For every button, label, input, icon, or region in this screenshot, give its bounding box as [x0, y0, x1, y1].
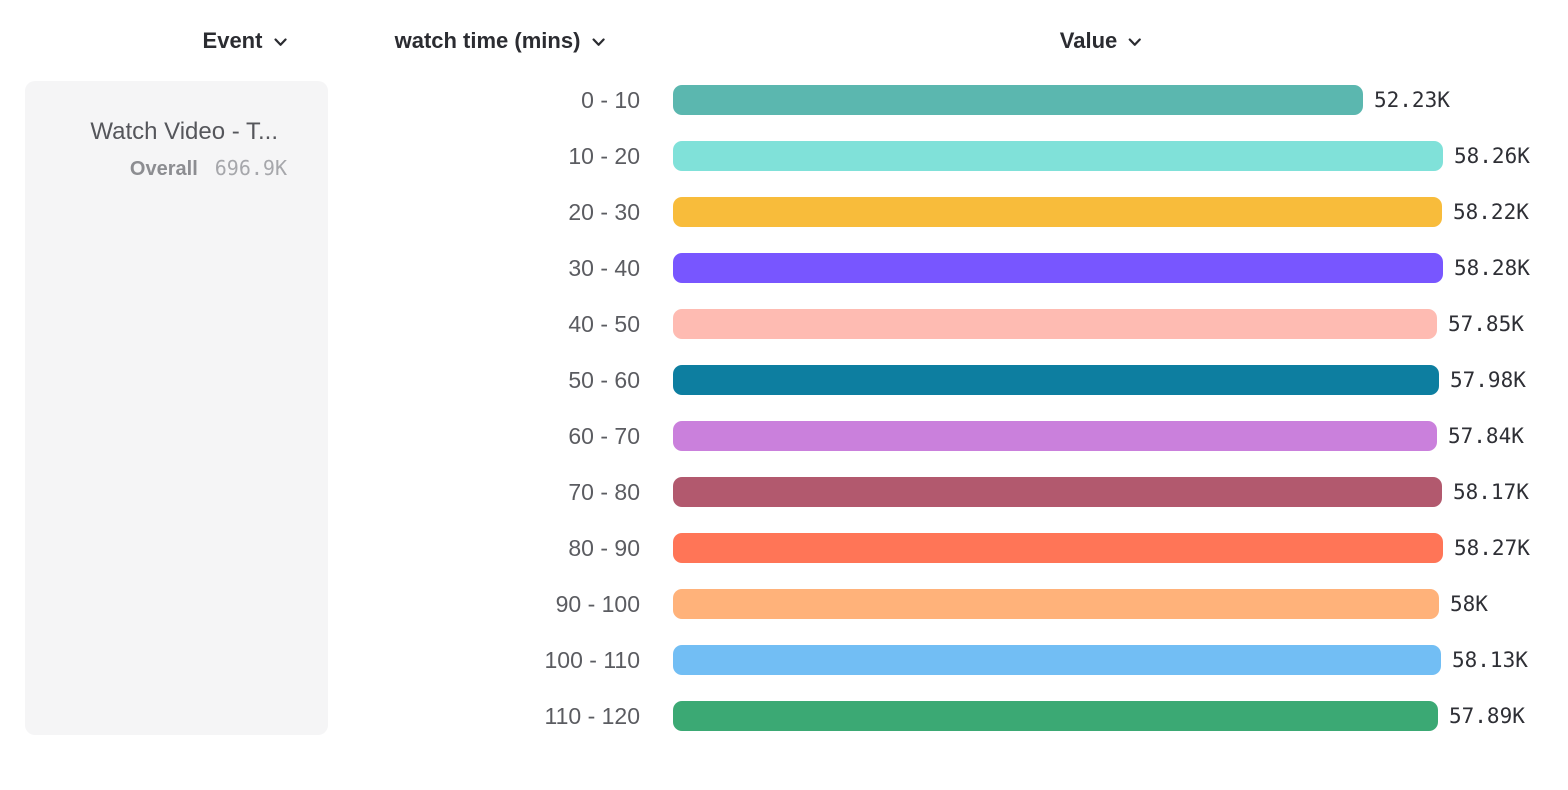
bar[interactable]: [673, 421, 1437, 451]
bar-row: 90 - 100 58K: [0, 576, 1568, 632]
bar-row: 30 - 40 58.28K: [0, 240, 1568, 296]
bar-value-label: 58.17K: [1453, 480, 1529, 504]
chevron-down-icon: [591, 35, 605, 47]
bucket-label: 100 - 110: [544, 646, 640, 673]
bar-value-label: 57.98K: [1450, 368, 1526, 392]
overall-value: 696.9K: [214, 156, 287, 180]
bar-value-label: 58.28K: [1454, 256, 1530, 280]
event-column-label: Event: [202, 28, 263, 53]
bar-value-label: 58.26K: [1454, 144, 1530, 168]
bar-row: 110 - 120 57.89K: [0, 688, 1568, 744]
bar-value-label: 57.89K: [1449, 704, 1525, 728]
bar-row: 60 - 70 57.84K: [0, 408, 1568, 464]
bucket-label: 110 - 120: [544, 702, 640, 729]
bucket-label: 20 - 30: [568, 198, 640, 225]
breakdown-column-label: watch time (mins): [394, 28, 581, 53]
bar-row: 40 - 50 57.85K: [0, 296, 1568, 352]
overall-row: Overall 696.9K: [25, 156, 328, 181]
bucket-label: 30 - 40: [568, 254, 640, 281]
event-column-header[interactable]: Event: [203, 28, 288, 54]
bucket-label: 70 - 80: [568, 478, 640, 505]
bar[interactable]: [673, 365, 1439, 395]
bar-value-label: 52.23K: [1374, 88, 1450, 112]
bar-row: 0 - 10 52.23K: [0, 72, 1568, 128]
bucket-label: 40 - 50: [568, 310, 640, 337]
bucket-label: 50 - 60: [568, 366, 640, 393]
bar[interactable]: [673, 253, 1443, 283]
bucket-label: 80 - 90: [568, 534, 640, 561]
bucket-label: 0 - 10: [581, 86, 640, 113]
bar[interactable]: [673, 309, 1437, 339]
bar-row: 80 - 90 58.27K: [0, 520, 1568, 576]
bar-row: 70 - 80 58.17K: [0, 464, 1568, 520]
bar-value-label: 57.84K: [1448, 424, 1524, 448]
bar-row: 20 - 30 58.22K: [0, 184, 1568, 240]
chevron-down-icon: [273, 35, 287, 47]
event-card[interactable]: Watch Video - T... Overall 696.9K: [25, 81, 328, 735]
bar-value-label: 58.22K: [1453, 200, 1529, 224]
bar-row: 50 - 60 57.98K: [0, 352, 1568, 408]
bar[interactable]: [673, 533, 1443, 563]
bar-value-label: 57.85K: [1448, 312, 1524, 336]
bar[interactable]: [673, 645, 1441, 675]
event-title: Watch Video - T...: [90, 118, 278, 145]
bucket-label: 60 - 70: [568, 422, 640, 449]
bar-value-label: 58.13K: [1452, 648, 1528, 672]
bar[interactable]: [673, 589, 1439, 619]
bar[interactable]: [673, 85, 1363, 115]
bar[interactable]: [673, 477, 1442, 507]
bucket-label: 90 - 100: [555, 590, 640, 617]
bucket-label: 10 - 20: [568, 142, 640, 169]
bar[interactable]: [673, 197, 1442, 227]
bar[interactable]: [673, 701, 1438, 731]
bar-row: 10 - 20 58.26K: [0, 128, 1568, 184]
bar-value-label: 58K: [1450, 592, 1488, 616]
value-column-label: Value: [1059, 28, 1118, 53]
bar-row: 100 - 110 58.13K: [0, 632, 1568, 688]
chevron-down-icon: [1128, 35, 1142, 47]
bar[interactable]: [673, 141, 1443, 171]
breakdown-column-header[interactable]: watch time (mins): [395, 28, 606, 54]
bar-value-label: 58.27K: [1454, 536, 1530, 560]
overall-label: Overall: [129, 158, 198, 180]
value-column-header[interactable]: Value: [1060, 28, 1142, 54]
bar-rows: 0 - 10 52.23K 10 - 20 58.26K 20 - 30 58.22K 30…: [0, 72, 1568, 744]
